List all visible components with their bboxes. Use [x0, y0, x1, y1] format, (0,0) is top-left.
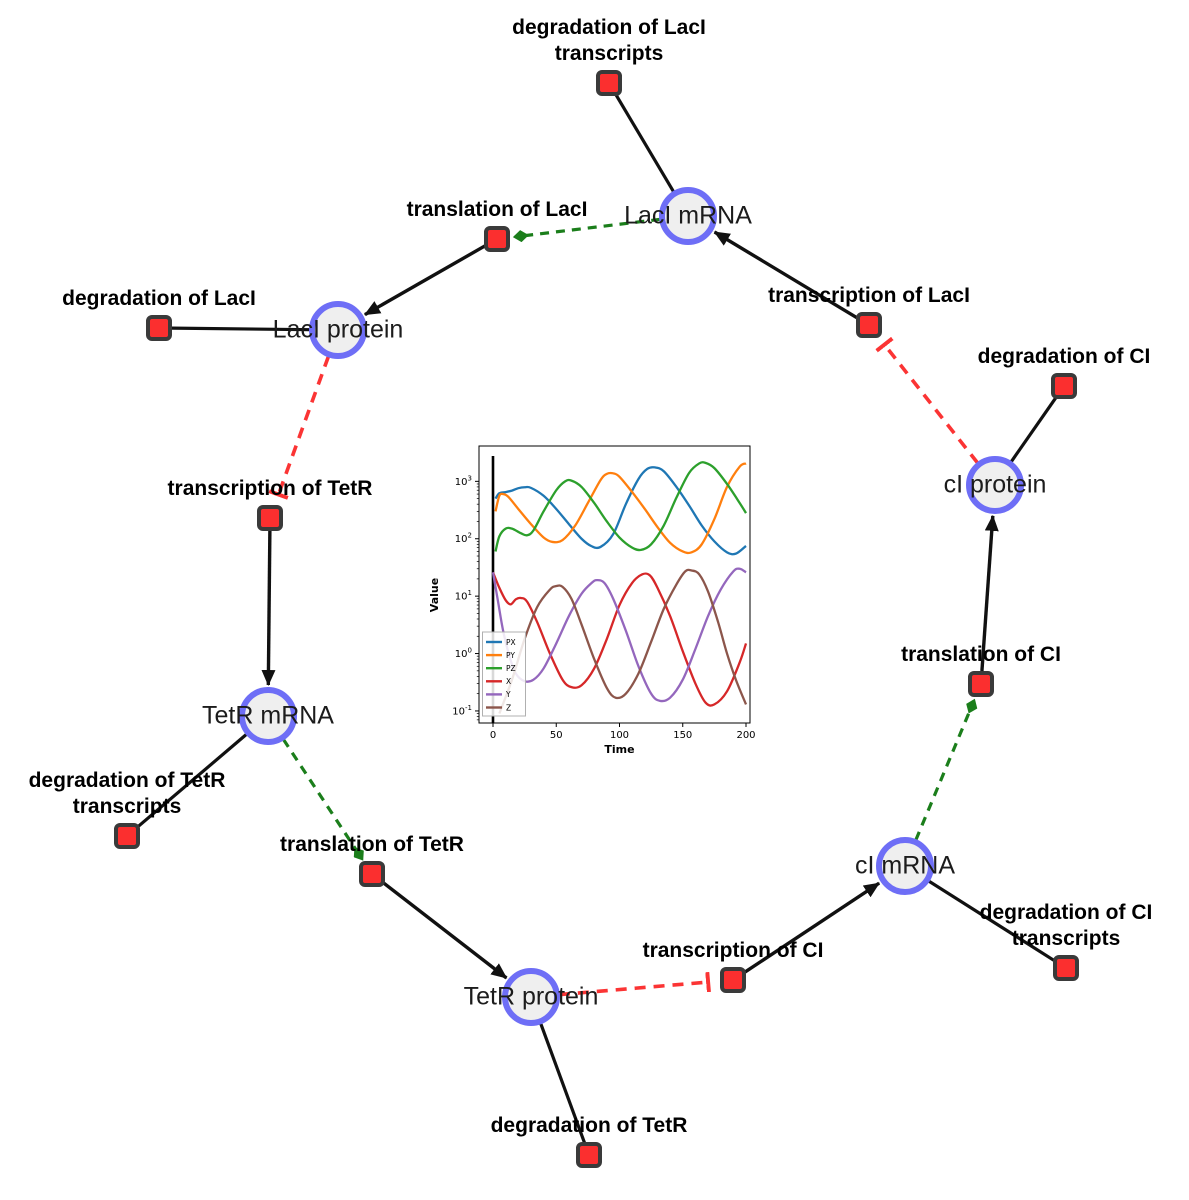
reaction-node-transcription-of-tetr[interactable]	[257, 505, 283, 531]
line-edge-ci-mrna-to-degradation-of-ci-transcripts	[927, 879, 1056, 963]
legend: PX PY PZ XYZ	[482, 631, 526, 717]
series-line-PY	[494, 462, 747, 555]
line-edge-laci-mrna-to-degradation-of-laci-transcripts	[614, 93, 676, 193]
species-node-ci-mrna[interactable]	[876, 837, 934, 895]
y-tick-label: 103	[455, 474, 472, 488]
x-tick-label: 200	[736, 730, 755, 741]
arrow-edge-transcription-of-ci-to-ci-mrna	[742, 881, 881, 975]
inhibition-edge-laci-protein-to-transcription-of-tetr	[268, 355, 331, 500]
legend-label: PY	[506, 651, 515, 660]
x-axis-label: Time	[604, 743, 634, 756]
reaction-node-degradation-of-tetr-transcripts[interactable]	[114, 823, 140, 849]
species-node-ci-protein[interactable]	[966, 456, 1024, 514]
arrow-edge-transcription-of-laci-to-laci-mrna	[713, 230, 859, 320]
reaction-node-degradation-of-ci[interactable]	[1051, 373, 1077, 399]
legend-label: Y	[505, 690, 511, 699]
time-series-chart: 0 50 100 150 20010-1100101102103TimeValuePXP…	[428, 436, 768, 766]
activation-edge-ci-mrna-to-translation-of-ci	[914, 698, 978, 841]
species-node-tetr-protein[interactable]	[502, 968, 560, 1026]
species-node-laci-mrna[interactable]	[659, 187, 717, 245]
species-node-laci-protein[interactable]	[309, 301, 367, 359]
species-node-tetr-mrna[interactable]	[239, 687, 297, 745]
reaction-node-degradation-of-tetr[interactable]	[576, 1142, 602, 1168]
reaction-node-degradation-of-laci-transcripts[interactable]	[596, 70, 622, 96]
line-edge-tetr-mrna-to-degradation-of-tetr-transcripts	[135, 732, 248, 829]
reaction-node-degradation-of-ci-transcripts[interactable]	[1053, 955, 1079, 981]
series-line-Y	[491, 567, 747, 703]
series-line-PX	[494, 466, 747, 556]
line-edge-laci-protein-to-degradation-of-laci	[171, 326, 311, 332]
reaction-node-degradation-of-laci[interactable]	[146, 315, 172, 341]
x-tick-label: 150	[673, 730, 692, 741]
y-tick-label: 101	[455, 589, 472, 603]
series-line-Z	[498, 568, 748, 714]
arrow-edge-translation-of-laci-to-laci-protein	[364, 243, 487, 317]
x-tick-label: 50	[550, 730, 563, 741]
activation-edge-laci-mrna-to-translation-of-laci	[512, 217, 661, 243]
reaction-node-transcription-of-laci[interactable]	[856, 312, 882, 338]
line-edge-tetr-protein-to-degradation-of-tetr	[539, 1022, 587, 1144]
legend-label: X	[506, 677, 511, 686]
reaction-node-translation-of-ci[interactable]	[968, 671, 994, 697]
arrow-edge-translation-of-tetr-to-tetr-protein	[381, 880, 508, 980]
y-axis-label: Value	[428, 578, 441, 612]
y-tick-label: 102	[455, 532, 472, 546]
arrow-edge-transcription-of-tetr-to-tetr-mrna	[261, 530, 276, 687]
legend-label: PX	[506, 638, 516, 647]
legend-label: Z	[506, 703, 511, 712]
reaction-node-translation-of-laci[interactable]	[484, 226, 510, 252]
legend-box	[482, 631, 526, 717]
x-tick-label: 100	[610, 730, 629, 741]
reaction-node-translation-of-tetr[interactable]	[359, 861, 385, 887]
activation-edge-tetr-mrna-to-translation-of-tetr	[282, 738, 364, 861]
plot-box	[478, 445, 751, 724]
series-line-PZ	[494, 461, 747, 552]
x-tick-label: 0	[490, 730, 496, 741]
inhibition-edge-tetr-protein-to-transcription-of-ci	[558, 971, 711, 997]
line-edge-ci-protein-to-degradation-of-ci	[1009, 395, 1058, 463]
y-tick-label: 10-1	[452, 704, 472, 718]
legend-label: PZ	[506, 664, 516, 673]
inhibition-edge-ci-protein-to-transcription-of-laci	[875, 336, 980, 465]
reaction-node-transcription-of-ci[interactable]	[720, 967, 746, 993]
y-tick-label: 100	[455, 647, 472, 661]
arrow-edge-translation-of-ci-to-ci-protein	[980, 514, 999, 672]
series-line-X	[491, 571, 748, 707]
